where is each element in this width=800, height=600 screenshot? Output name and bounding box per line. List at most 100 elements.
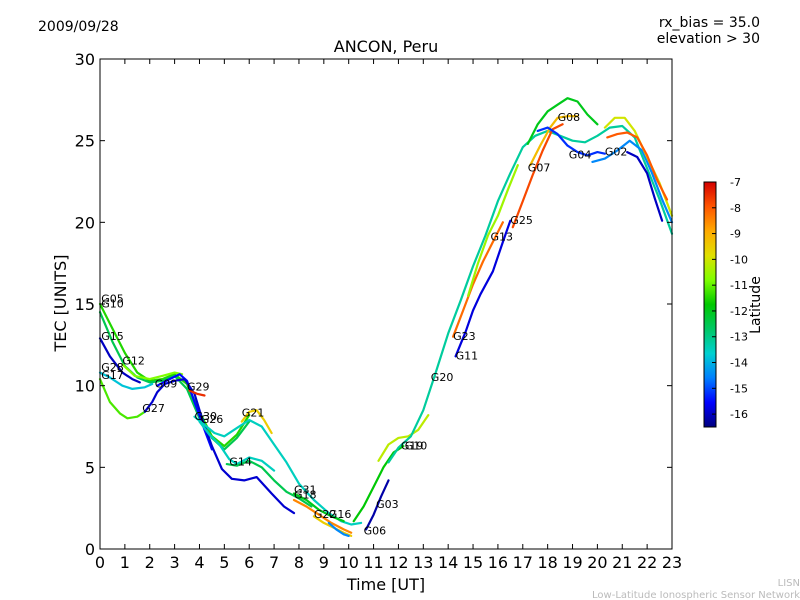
sat-label-g31: G31 <box>294 484 317 497</box>
colorbar-tick-label: -8 <box>730 202 741 215</box>
series-g31 <box>292 492 345 523</box>
sat-label-g13: G13 <box>491 230 514 243</box>
x-tick-label: 7 <box>269 553 279 572</box>
x-tick-label: 20 <box>587 553 607 572</box>
y-tick-label: 30 <box>75 50 95 69</box>
sat-label-g04: G04 <box>569 149 592 162</box>
colorbar-label: Latitude <box>748 276 764 334</box>
sat-label-g06: G06 <box>364 524 387 537</box>
sat-label-g14: G14 <box>229 456 252 469</box>
colorbar-tick-label: -12 <box>730 305 748 318</box>
elevation-label: elevation > 30 <box>657 31 760 47</box>
series-g19 <box>377 414 430 462</box>
sat-label-g07: G07 <box>528 162 551 175</box>
series-g18 <box>292 498 353 534</box>
sat-label-g17: G17 <box>101 369 124 382</box>
series-g15 <box>98 337 141 384</box>
sat-label-g19: G19 <box>401 439 424 452</box>
footer-network: Low-Latitude Ionospheric Sensor Network <box>592 590 800 600</box>
series-g26 <box>198 420 276 472</box>
series-g32 <box>606 131 669 201</box>
y-tick-label: 5 <box>85 458 95 477</box>
x-tick-label: 13 <box>413 553 433 572</box>
series-g13 <box>467 164 519 297</box>
x-tick-label: 12 <box>388 553 408 572</box>
x-tick-label: 10 <box>339 553 359 572</box>
sat-label-g25: G25 <box>510 214 533 227</box>
x-tick-label: 21 <box>612 553 632 572</box>
sat-label-g27: G27 <box>142 402 165 415</box>
colorbar-tick-label: -9 <box>730 228 741 241</box>
colorbar-tick-label: -16 <box>730 408 748 421</box>
sat-label-g11: G11 <box>456 350 479 363</box>
series-g04 <box>536 126 606 157</box>
series-layer <box>98 97 674 537</box>
series-g08 <box>526 97 599 145</box>
x-tick-label: 11 <box>363 553 383 572</box>
sat-label-g10: G10 <box>405 439 428 452</box>
series-g28 <box>98 371 154 390</box>
y-tick-label: 10 <box>75 377 95 396</box>
sat-label-g09: G09 <box>155 377 178 390</box>
sat-label-g23: G23 <box>453 330 476 343</box>
x-tick-label: 15 <box>463 553 483 572</box>
x-tick-label: 3 <box>170 553 180 572</box>
x-tick-label: 0 <box>95 553 105 572</box>
colorbar-tick-label: -10 <box>730 253 748 266</box>
series-g02 <box>591 139 674 224</box>
sat-label-g30: G30 <box>195 410 218 423</box>
x-axis-label: Time [UT] <box>346 575 425 594</box>
sat-label-g02: G02 <box>605 145 628 158</box>
series-g16 <box>327 521 350 537</box>
series-g17 <box>98 378 146 420</box>
sat-label-g20: G20 <box>431 371 454 384</box>
rx-bias-label: rx_bias = 35.0 <box>659 15 760 31</box>
x-tick-label: 18 <box>537 553 557 572</box>
series-g05 <box>98 302 251 448</box>
plot-frame <box>99 58 673 550</box>
colorbar-tick-label: -14 <box>730 357 748 370</box>
x-tick-label: 5 <box>219 553 229 572</box>
series-g07 <box>529 115 579 167</box>
x-tick-label: 14 <box>438 553 458 572</box>
date-label: 2009/09/28 <box>38 19 119 35</box>
colorbar-tick-label: -11 <box>730 279 748 292</box>
sat-label-g12: G12 <box>122 354 145 367</box>
colorbar-ticks: -7 -8 -9 -10 -11 -12 -13 -14 -15 -16 <box>712 176 748 421</box>
series-g06 <box>365 479 390 531</box>
sat-label-g16: G16 <box>329 508 352 521</box>
sat-label-g15: G15 <box>101 330 124 343</box>
y-tick-label: 20 <box>75 213 95 232</box>
series-g23 <box>452 221 504 338</box>
x-tick-label: 2 <box>145 553 155 572</box>
x-tick-label: 8 <box>294 553 304 572</box>
x-tick-label: 19 <box>562 553 582 572</box>
sat-label-g18: G18 <box>294 488 317 501</box>
y-tick-label: 15 <box>75 295 95 314</box>
x-tick-label: 22 <box>637 553 657 572</box>
y-tick-label: 25 <box>75 132 95 151</box>
sat-label-g21: G21 <box>242 407 265 420</box>
y-axis-label: TEC [UNITS] <box>51 255 70 353</box>
series-g21 <box>240 409 273 435</box>
x-tick-label: 6 <box>244 553 254 572</box>
chart-title: ANCON, Peru <box>334 37 438 56</box>
footer-lisn: LISN <box>778 578 800 589</box>
series-g12 <box>121 363 184 381</box>
series-g20 <box>387 124 674 464</box>
x-tick-label: 4 <box>194 553 204 572</box>
x-tick-label: 16 <box>488 553 508 572</box>
y-tick-label: 0 <box>85 540 95 559</box>
colorbar-tick-label: -7 <box>730 176 741 189</box>
x-tick-label: 9 <box>319 553 329 572</box>
sat-label-g29: G29 <box>187 381 210 394</box>
sat-label-g05: G05 <box>101 292 124 305</box>
x-tick-label: 23 <box>662 553 682 572</box>
series-g14 <box>225 459 313 508</box>
series-g25 <box>511 123 564 229</box>
sat-label-g08: G08 <box>558 111 581 124</box>
sat-label-g28: G28 <box>101 361 124 374</box>
sat-label-g03: G03 <box>376 498 399 511</box>
